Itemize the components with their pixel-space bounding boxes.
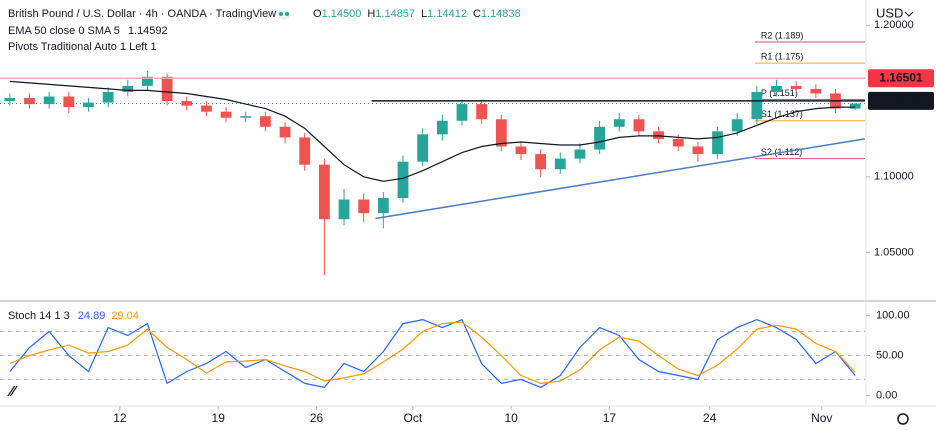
ema-legend: EMA 50 close 0 SMA 5 1.14592 — [8, 25, 168, 37]
ohlc-value: 1.14500 — [322, 8, 362, 20]
ohlc-legend: O1.14500 H1.14857 L1.14412 C1.14838 — [313, 8, 521, 20]
candle-body — [436, 120, 448, 135]
y-tick-label: 1.05000 — [874, 246, 914, 258]
candle-body — [731, 119, 743, 132]
price-box — [868, 69, 934, 88]
trendline — [375, 138, 866, 220]
stoch-k-value: 24.89 — [78, 310, 106, 322]
pivot-label: P (1.151) — [761, 88, 798, 98]
x-tick-label: Nov — [811, 411, 832, 425]
stoch-title: Stoch 14 1 3 — [8, 310, 70, 322]
candle-body — [574, 149, 586, 159]
status-icon — [278, 8, 290, 20]
candle-body — [633, 119, 645, 132]
x-tick-label: Oct — [404, 411, 423, 425]
currency-dropdown[interactable] — [904, 11, 914, 17]
candle-body — [201, 105, 212, 112]
x-tick-label: 10 — [504, 411, 518, 425]
stoch-d-value: 29.04 — [111, 310, 139, 322]
candle-body — [456, 104, 468, 121]
ohlc-value: 1.14412 — [427, 8, 467, 20]
pivot-label: R1 (1.175) — [761, 52, 804, 62]
y-tick-label: 1.20000 — [874, 19, 914, 31]
ohlc-key: C — [473, 8, 481, 20]
candle-body — [397, 161, 409, 199]
y-tick-label: 1.10000 — [874, 171, 914, 183]
candle-body — [122, 85, 134, 92]
candle-body — [554, 158, 566, 170]
candle-body — [43, 96, 55, 105]
candle-body — [63, 96, 75, 108]
candle-body — [338, 199, 350, 220]
x-tick-label: 19 — [212, 411, 226, 425]
candle-body — [318, 164, 330, 220]
candle-body — [83, 102, 94, 108]
stoch-line — [9, 318, 856, 389]
candle-body — [771, 85, 782, 92]
candle-body — [220, 111, 232, 118]
plot-layer: 1.05000 1.10000 1.20000 12 19 26 Oct 10 17 24 Nov R… — [0, 19, 934, 425]
candle-body — [495, 119, 507, 147]
ohlc-key: H — [367, 8, 375, 20]
price-box-label: 1.15013 — [879, 93, 923, 107]
candle-body — [240, 116, 252, 118]
x-tick-label: 17 — [603, 411, 617, 425]
candle-body — [613, 119, 625, 127]
candle-body — [142, 76, 153, 86]
candle-body — [299, 137, 311, 165]
ema-line — [9, 80, 856, 182]
candle-body — [653, 131, 664, 139]
ohlc-value: 1.14838 — [481, 8, 521, 20]
candle-body — [535, 154, 547, 170]
ohlc-key: O — [313, 8, 322, 20]
x-tick-label: 26 — [310, 411, 324, 425]
candle-body — [4, 98, 16, 102]
ema-name: EMA 50 close 0 SMA 5 — [8, 25, 120, 37]
pivots-legend: Pivots Traditional Auto 1 Left 1 — [8, 41, 157, 53]
x-tick-label: 12 — [113, 411, 127, 425]
candle-body — [790, 85, 802, 89]
y-tick-label: 50.00 — [876, 349, 904, 361]
ohlc-key: L — [421, 8, 427, 20]
candle-body — [24, 98, 35, 105]
candle-body — [259, 116, 271, 127]
candle-body — [161, 76, 173, 102]
stoch-line — [9, 321, 856, 385]
settings-icon[interactable] — [897, 413, 909, 425]
candle-body — [102, 91, 114, 103]
tv-logo[interactable]: ⁄⁄ — [7, 383, 19, 400]
candle-body — [712, 131, 723, 155]
currency-label[interactable]: USD — [876, 5, 903, 20]
pivot-label: S1 (1.137) — [761, 109, 803, 119]
candle-body — [515, 146, 527, 155]
candle-body — [377, 198, 389, 214]
y-tick-label: 0.00 — [876, 389, 897, 401]
y-tick-label: 100.00 — [876, 309, 910, 321]
candle-body — [810, 88, 822, 94]
price-box — [868, 91, 934, 110]
chart-title: British Pound / U.S. Dollar · 4h · OANDA… — [8, 8, 276, 20]
candle-body — [672, 138, 684, 147]
candle-body — [594, 126, 606, 150]
candle-body — [849, 103, 861, 109]
stoch-legend: Stoch 14 1 3 24.89 29.04 — [8, 310, 139, 322]
ohlc-value: 1.14857 — [375, 8, 415, 20]
x-tick-label: 24 — [703, 411, 717, 425]
candle-body — [476, 104, 488, 120]
candle-body — [751, 91, 763, 120]
price-box-label: 1.16501 — [879, 70, 923, 84]
candle-body — [181, 101, 193, 106]
candle-body — [279, 126, 291, 138]
ema-value: 1.14592 — [128, 25, 168, 37]
candle-body — [417, 134, 429, 162]
candle-body — [358, 199, 370, 214]
status-dot — [285, 12, 289, 16]
candle-body — [692, 146, 704, 155]
status-dot — [279, 12, 283, 16]
pivot-label: R2 (1.189) — [761, 30, 804, 40]
